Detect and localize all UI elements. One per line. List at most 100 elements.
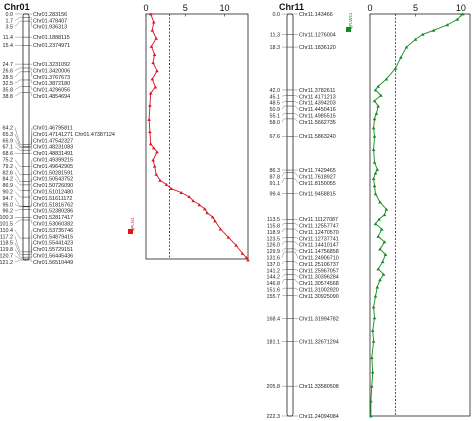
chr01-name-connector <box>29 209 33 211</box>
chr11-position-connector <box>281 118 287 123</box>
chr11-marker-name: Chr11.14756858 <box>299 249 339 255</box>
chr11-lod-point <box>379 93 383 97</box>
chr11-lod-point <box>372 99 377 103</box>
chr11-marker-position: 99.4 <box>270 192 281 198</box>
chr11-marker-name: Chr11.31994782 <box>299 316 339 322</box>
chr01-marker-name: Chr01.51611172 <box>33 196 72 202</box>
chr11-marker-name: Chr11.3782611 <box>299 88 335 94</box>
chr01-name-connector <box>29 219 33 224</box>
chr01-name-connector <box>29 127 33 145</box>
chr01-name-connector <box>29 185 33 191</box>
chr01-panel: Chr01 0.0 Chr01.283156 1.7 Chr01.478407 3.5 C… <box>0 2 250 266</box>
chr01-marker-position: 94.7 <box>3 196 14 202</box>
chr01-position-connector <box>14 67 23 71</box>
chr01-marker-name: Chr01.4296056 <box>33 88 70 94</box>
chr11-position-connector <box>281 178 287 183</box>
chr01-position-connector <box>14 191 23 198</box>
chr01-marker-name: Chr01.53060382 <box>33 222 73 228</box>
chr11-lod-point <box>378 200 382 204</box>
chr01-position-connector <box>14 178 23 186</box>
chr01-name-connector <box>29 86 33 90</box>
chr11-lod-point <box>371 339 376 343</box>
chr11-lod-point <box>413 37 418 41</box>
chr11-marker-name: Chr11.11127087 <box>299 217 338 223</box>
chr01-lod-point <box>240 251 245 255</box>
chr01-lod-point <box>154 172 158 176</box>
chr11-lod-point <box>372 134 377 138</box>
chr01-axis-tick-label: 0 <box>143 3 148 13</box>
chr01-name-connector <box>29 17 33 21</box>
chr11-position-connector <box>281 113 287 116</box>
chr01-marker-position: 82.6 <box>3 170 14 176</box>
chr01-marker-position: 117.2 <box>0 234 13 240</box>
chr01-axis-tick-label: 10 <box>219 3 229 13</box>
chr01-marker-name: Chr01.51012480 <box>33 190 73 196</box>
chr11-lod-point <box>376 84 380 88</box>
chr01-marker-name: Chr01.55441423 <box>33 241 73 247</box>
chr11-marker-position: 168.4 <box>267 316 281 322</box>
chr11-marker-position: 137.0 <box>267 262 281 268</box>
chr11-position-connector <box>281 228 287 233</box>
chr01-marker-position: 121.2 <box>0 260 13 266</box>
chr01-marker-name: Chr01.54879415 <box>33 234 73 240</box>
chr11-name-connector <box>293 241 299 245</box>
chr11-lod-point <box>371 148 376 151</box>
chr01-marker-position: 67.1 <box>3 145 14 151</box>
chr11-marker-position: 131.6 <box>267 256 281 262</box>
chr11-lod-point <box>370 370 375 374</box>
chr11-marker-name: Chr11.33580508 <box>299 384 339 390</box>
chr11-name-connector <box>293 248 299 252</box>
chr01-position-connector <box>14 249 23 258</box>
chr01-position-connector <box>14 165 23 175</box>
chr01-name-connector <box>29 20 33 27</box>
chr11-marker-name: Chr11.5863240 <box>299 134 336 140</box>
chr01-position-connector <box>14 133 23 147</box>
chr01-marker-name: Chr01.46795811 <box>33 126 73 132</box>
chr01-marker-position: 15.4 <box>3 43 14 49</box>
chr11-marker-position: 222.3 <box>267 414 281 420</box>
chr01-lod-point <box>226 235 231 239</box>
chr11-marker-position: 42.0 <box>270 88 281 94</box>
chr11-axis-tick-label: 10 <box>456 3 466 13</box>
chr01-marker-position: 96.2 <box>3 209 14 215</box>
chr01-position-connector <box>14 209 23 211</box>
chr01-name-connector <box>29 92 33 97</box>
chr11-name-connector <box>293 101 299 103</box>
chr01-marker-list: 0.0 Chr01.283156 1.7 Chr01.478407 3.5 Chr01.9… <box>0 12 115 266</box>
chr01-position-connector <box>14 159 23 167</box>
chr01-lod-point <box>153 85 158 89</box>
chr01-position-connector <box>14 242 23 255</box>
chr01-position-connector <box>14 219 23 224</box>
chr11-name-connector <box>293 261 299 265</box>
chr11-lod-point <box>375 285 380 289</box>
chr11-marker-position: 118.9 <box>267 230 280 236</box>
chr01-position-connector <box>14 17 23 21</box>
chr01-marker-name: Chr01.283156 <box>33 12 67 18</box>
chr01-lod-point <box>155 150 159 154</box>
chr01-marker-position: 26.6 <box>3 68 14 74</box>
chr11-marker-position: 113.5 <box>267 217 280 223</box>
chr11-name-connector <box>293 251 299 258</box>
chr01-lod-point <box>213 219 217 223</box>
chr01-marker-position: 64.2 <box>3 126 14 132</box>
chr11-marker-name: Chr11.24094084 <box>299 414 339 420</box>
chr01-lod-point <box>152 53 157 56</box>
chr11-lod-point <box>373 88 378 92</box>
chr01-name-connector <box>29 146 33 151</box>
chr11-marker-name: Chr11.4171213 <box>299 94 336 100</box>
chr01-marker-name: Chr01.52817417 <box>33 215 73 221</box>
chr11-lod-plot: 0 5 10 <box>367 3 471 418</box>
chr11-lod-point <box>375 167 380 171</box>
chr01-position-connector <box>14 259 23 263</box>
chr01-marker-name: Chr01.50726090 <box>33 183 73 189</box>
chr01-marker-name: Chr01.49642905 <box>33 164 73 170</box>
chr11-lod-point <box>372 117 377 121</box>
chr01-marker-name: Chr01.3767673 <box>33 75 70 81</box>
chr11-lod-point <box>378 278 382 282</box>
chr01-name-connector <box>29 67 33 71</box>
chr11-lod-point <box>381 272 386 276</box>
chr01-lod-point <box>169 187 173 190</box>
chr01-marker-name: Chr01.50543752 <box>33 177 73 183</box>
chr11-position-connector <box>281 105 287 110</box>
